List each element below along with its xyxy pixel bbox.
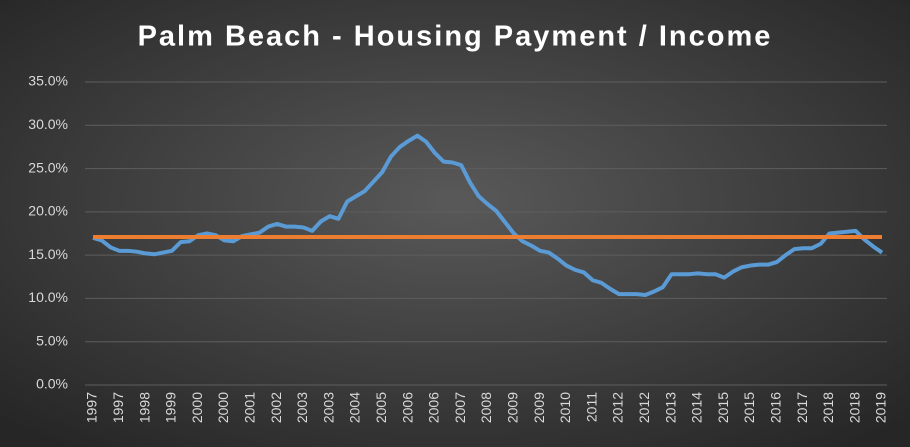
y-tick-label: 25.0% [28, 159, 68, 175]
y-tick-label: 30.0% [28, 116, 68, 132]
x-tick-label: 2015 [741, 392, 757, 423]
x-tick-label: 1999 [163, 392, 179, 423]
y-tick-label: 0.0% [36, 376, 68, 392]
x-tick-label: 2001 [242, 392, 258, 423]
x-tick-label: 1997 [110, 392, 126, 423]
x-tick-label: 2017 [794, 392, 810, 423]
x-tick-label: 2000 [189, 392, 205, 423]
x-tick-label: 2006 [426, 392, 442, 423]
x-tick-label: 2000 [215, 392, 231, 423]
y-tick-label: 20.0% [28, 203, 68, 219]
x-tick-label: 2008 [478, 392, 494, 423]
x-tick-label: 2014 [689, 392, 705, 423]
x-tick-label: 2012 [636, 392, 652, 423]
x-tick-label: 2019 [873, 392, 889, 423]
x-tick-label: 2009 [531, 392, 547, 423]
x-tick-label: 2015 [715, 392, 731, 423]
x-tick-label: 2012 [610, 392, 626, 423]
line-series [92, 133, 884, 297]
y-tick-label: 10.0% [28, 289, 68, 305]
x-tick-label: 2002 [268, 392, 284, 423]
x-tick-label: 2018 [846, 392, 862, 423]
x-tick-label: 2011 [583, 392, 599, 422]
x-tick-label: 1998 [136, 392, 152, 423]
x-tick-label: 2005 [373, 392, 389, 423]
x-tick-label: 2009 [505, 392, 521, 423]
x-tick-label: 2016 [768, 392, 784, 423]
y-tick-label: 5.0% [36, 332, 68, 348]
x-tick-label: 2007 [452, 392, 468, 423]
x-tick-label: 2003 [294, 392, 310, 423]
y-tick-label: 15.0% [28, 246, 68, 262]
x-tick-label: 2006 [399, 392, 415, 423]
x-tick-label: 2013 [662, 392, 678, 423]
chart-title: Palm Beach - Housing Payment / Income [138, 21, 773, 53]
y-tick-label: 35.0% [28, 73, 68, 89]
x-tick-label: 1997 [84, 392, 100, 423]
x-tick-label: 2018 [820, 392, 836, 423]
x-tick-label: 2004 [347, 392, 363, 423]
x-tick-label: 2010 [557, 392, 573, 423]
x-tick-label: 2003 [320, 392, 336, 423]
